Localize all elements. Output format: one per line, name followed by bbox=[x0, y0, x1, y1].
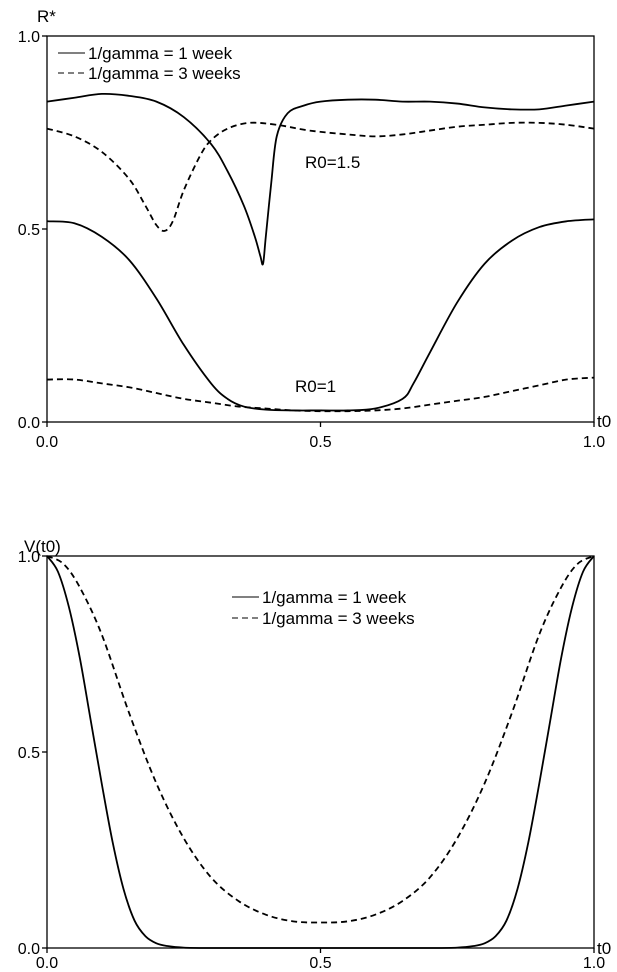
y-tick-label: 1.0 bbox=[18, 549, 40, 566]
series-group-bottom bbox=[46, 555, 595, 949]
y-axis-title-bottom: V(t0) bbox=[24, 537, 61, 556]
tick-labels-top: 0.0 0.5 1.0 0.0 0.5 1.0 bbox=[18, 29, 605, 451]
legend-label: 1/gamma = 1 week bbox=[88, 44, 233, 63]
x-tick-label: 0.0 bbox=[36, 434, 58, 451]
ticks-top bbox=[42, 35, 595, 427]
series-line-r0-1-5-solid bbox=[46, 92, 595, 266]
chart-top: R* t0 0.0 0.5 1.0 0.0 0.5 1.0 1/gamma = … bbox=[18, 7, 611, 451]
plot-frame-top bbox=[46, 35, 595, 423]
x-tick-label: 0.0 bbox=[36, 955, 58, 972]
legend-bottom: 1/gamma = 1 week 1/gamma = 3 weeks bbox=[232, 588, 415, 628]
y-tick-label: 0.0 bbox=[18, 941, 40, 958]
series-line-r0-1-dashed bbox=[46, 376, 595, 413]
tick-labels-bottom: 0.0 0.5 1.0 0.0 0.5 1.0 bbox=[18, 549, 605, 972]
y-tick-label: 1.0 bbox=[18, 29, 40, 46]
y-tick-label: 0.5 bbox=[18, 222, 40, 239]
series-line-r0-1-5-dashed bbox=[46, 121, 595, 232]
x-axis-title-bottom: t0 bbox=[597, 939, 611, 958]
legend-top: 1/gamma = 1 week 1/gamma = 3 weeks bbox=[58, 44, 241, 83]
x-axis-title-top: t0 bbox=[597, 412, 611, 431]
series-line-dashed bbox=[46, 555, 595, 924]
x-tick-label: 1.0 bbox=[583, 955, 605, 972]
legend-label: 1/gamma = 3 weeks bbox=[88, 64, 241, 83]
x-tick-label: 1.0 bbox=[583, 434, 605, 451]
series-group-top bbox=[46, 92, 595, 413]
y-axis-title-top: R* bbox=[37, 7, 56, 26]
x-tick-label: 0.5 bbox=[309, 955, 331, 972]
annotation-r0-1-5: R0=1.5 bbox=[305, 153, 360, 172]
series-line-solid bbox=[46, 555, 595, 949]
legend-label: 1/gamma = 1 week bbox=[262, 588, 407, 607]
x-tick-label: 0.5 bbox=[309, 434, 331, 451]
y-tick-label: 0.5 bbox=[18, 745, 40, 762]
annotation-r0-1: R0=1 bbox=[295, 377, 336, 396]
legend-label: 1/gamma = 3 weeks bbox=[262, 609, 415, 628]
chart-bottom: V(t0) t0 0.0 0.5 1.0 0.0 0.5 1.0 1/gamma… bbox=[18, 537, 611, 972]
y-tick-label: 0.0 bbox=[18, 415, 40, 432]
